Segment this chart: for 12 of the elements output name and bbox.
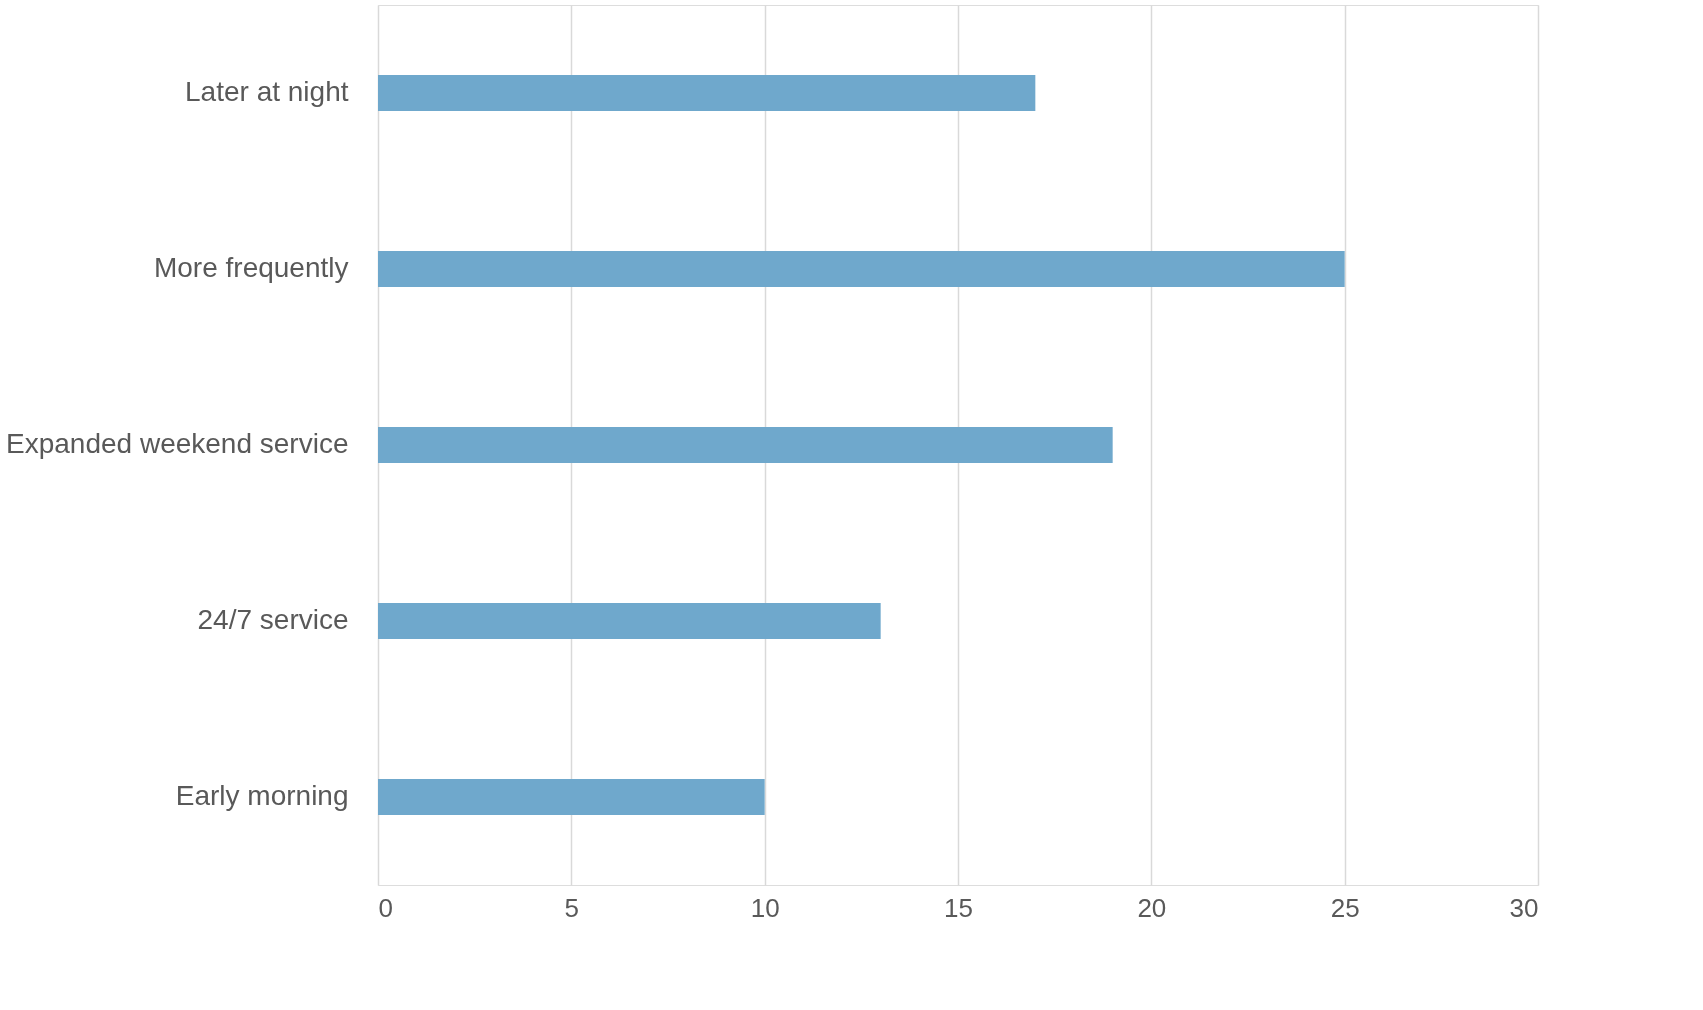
x-tick-label: 0 [378,892,393,923]
y-tick-label: 24/7 service [197,604,349,635]
y-tick-label: More frequently [153,252,349,283]
x-tick-label: 15 [944,892,973,923]
x-tick-label: 20 [1137,892,1167,923]
y-tick-label: Later at night [185,76,349,107]
x-tick-label: 10 [750,892,780,923]
x-tick-label: 30 [1509,892,1539,923]
y-tick-label: Early morning [175,780,349,811]
y-tick-label: Expanded weekend service [6,428,349,459]
x-tick-label: 5 [564,892,580,923]
x-tick-label: 25 [1330,892,1360,923]
